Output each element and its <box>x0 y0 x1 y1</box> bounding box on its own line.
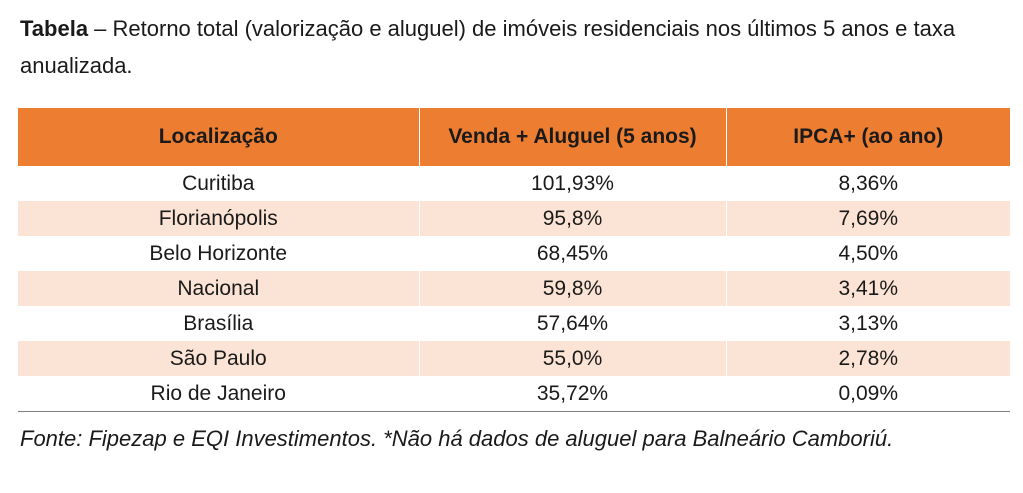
cell-sale-rent: 101,93% <box>418 166 726 201</box>
cell-sale-rent: 68,45% <box>418 236 726 271</box>
caption-label: Tabela <box>20 16 89 41</box>
cell-ipca: 4,50% <box>725 236 1010 271</box>
table-row: Belo Horizonte 68,45% 4,50% <box>18 236 1010 271</box>
table-row: Curitiba 101,93% 8,36% <box>18 166 1010 201</box>
caption-text: – Retorno total (valorização e aluguel) … <box>20 16 956 78</box>
cell-location: Rio de Janeiro <box>18 376 419 412</box>
cell-sale-rent: 59,8% <box>418 271 726 306</box>
cell-ipca: 2,78% <box>725 341 1010 376</box>
header-row: Localização Venda + Aluguel (5 anos) IPC… <box>18 108 1010 166</box>
table-row: Nacional 59,8% 3,41% <box>18 271 1010 306</box>
cell-ipca: 3,41% <box>725 271 1010 306</box>
table-row: Brasília 57,64% 3,13% <box>18 306 1010 341</box>
table-caption: Tabela – Retorno total (valorização e al… <box>20 10 1010 84</box>
returns-table: Localização Venda + Aluguel (5 anos) IPC… <box>18 108 1010 412</box>
table-header: Localização Venda + Aluguel (5 anos) IPC… <box>18 108 1010 166</box>
cell-ipca: 8,36% <box>725 166 1010 201</box>
cell-location: Nacional <box>18 271 419 306</box>
table-body: Curitiba 101,93% 8,36% Florianópolis 95,… <box>18 166 1010 412</box>
cell-location: Brasília <box>18 306 419 341</box>
cell-location: Florianópolis <box>18 201 419 236</box>
source-note: Fonte: Fipezap e EQI Investimentos. *Não… <box>20 426 894 451</box>
table-row: Florianópolis 95,8% 7,69% <box>18 201 1010 236</box>
cell-sale-rent: 57,64% <box>418 306 726 341</box>
table-row: São Paulo 55,0% 2,78% <box>18 341 1010 376</box>
cell-ipca: 0,09% <box>725 376 1010 412</box>
cell-location: Belo Horizonte <box>18 236 419 271</box>
header-ipca-plus: IPCA+ (ao ano) <box>725 108 1010 166</box>
header-sale-rent-5y: Venda + Aluguel (5 anos) <box>418 108 726 166</box>
cell-ipca: 7,69% <box>725 201 1010 236</box>
cell-sale-rent: 35,72% <box>418 376 726 412</box>
cell-sale-rent: 55,0% <box>418 341 726 376</box>
cell-ipca: 3,13% <box>725 306 1010 341</box>
cell-location: Curitiba <box>18 166 419 201</box>
header-location: Localização <box>18 108 419 166</box>
cell-location: São Paulo <box>18 341 419 376</box>
cell-sale-rent: 95,8% <box>418 201 726 236</box>
table-row: Rio de Janeiro 35,72% 0,09% <box>18 376 1010 412</box>
